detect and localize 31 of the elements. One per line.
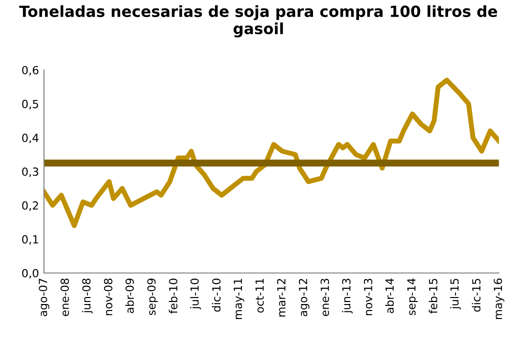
x-tick-label: sep-09: [147, 278, 158, 316]
y-tick-label: 0,3: [22, 167, 38, 178]
x-tick-label: ago-12: [298, 278, 310, 316]
y-tick-label: 0,1: [22, 235, 38, 245]
x-tick-label: ene-13: [320, 278, 330, 316]
x-tick-label: may-11: [234, 278, 244, 320]
x-tick-label: nov-08: [104, 278, 112, 316]
x-tick-label: dic-10: [212, 278, 221, 312]
x-tick-label: abr-09: [125, 278, 134, 314]
x-tick-label: dic-15: [472, 278, 480, 312]
x-tick-label: ene-08: [60, 278, 69, 316]
y-tick-label: 0,4: [22, 134, 38, 144]
x-tick-label: jun-08: [82, 278, 93, 314]
x-tick-label: mar-12: [277, 278, 286, 316]
line-series: [44, 78, 499, 228]
x-tick-label: abr-14: [385, 278, 394, 314]
x-tick-label: jul-15: [450, 278, 461, 310]
x-tick-label: may-16: [494, 278, 504, 320]
y-tick-label: 0,6: [22, 66, 38, 76]
x-tick-label: feb-10: [168, 278, 178, 314]
x-tick-label: oct-11: [256, 278, 264, 313]
chart-title: Toneladas necesarias de soja para compra 100 litros de gasoil: [19, 5, 498, 38]
x-tick-label: nov-13: [364, 278, 372, 316]
y-tick-label: 0,0: [22, 268, 38, 279]
x-tick-label: jun-13: [342, 278, 353, 314]
x-tick-label: jul-10: [190, 278, 201, 310]
x-tick-label: sep-14: [407, 278, 418, 316]
x-tick-label: feb-15: [428, 278, 438, 314]
y-tick-label: 0,2: [22, 201, 38, 211]
y-tick-label: 0,5: [22, 100, 38, 110]
x-tick-label: ago-07: [38, 278, 50, 316]
